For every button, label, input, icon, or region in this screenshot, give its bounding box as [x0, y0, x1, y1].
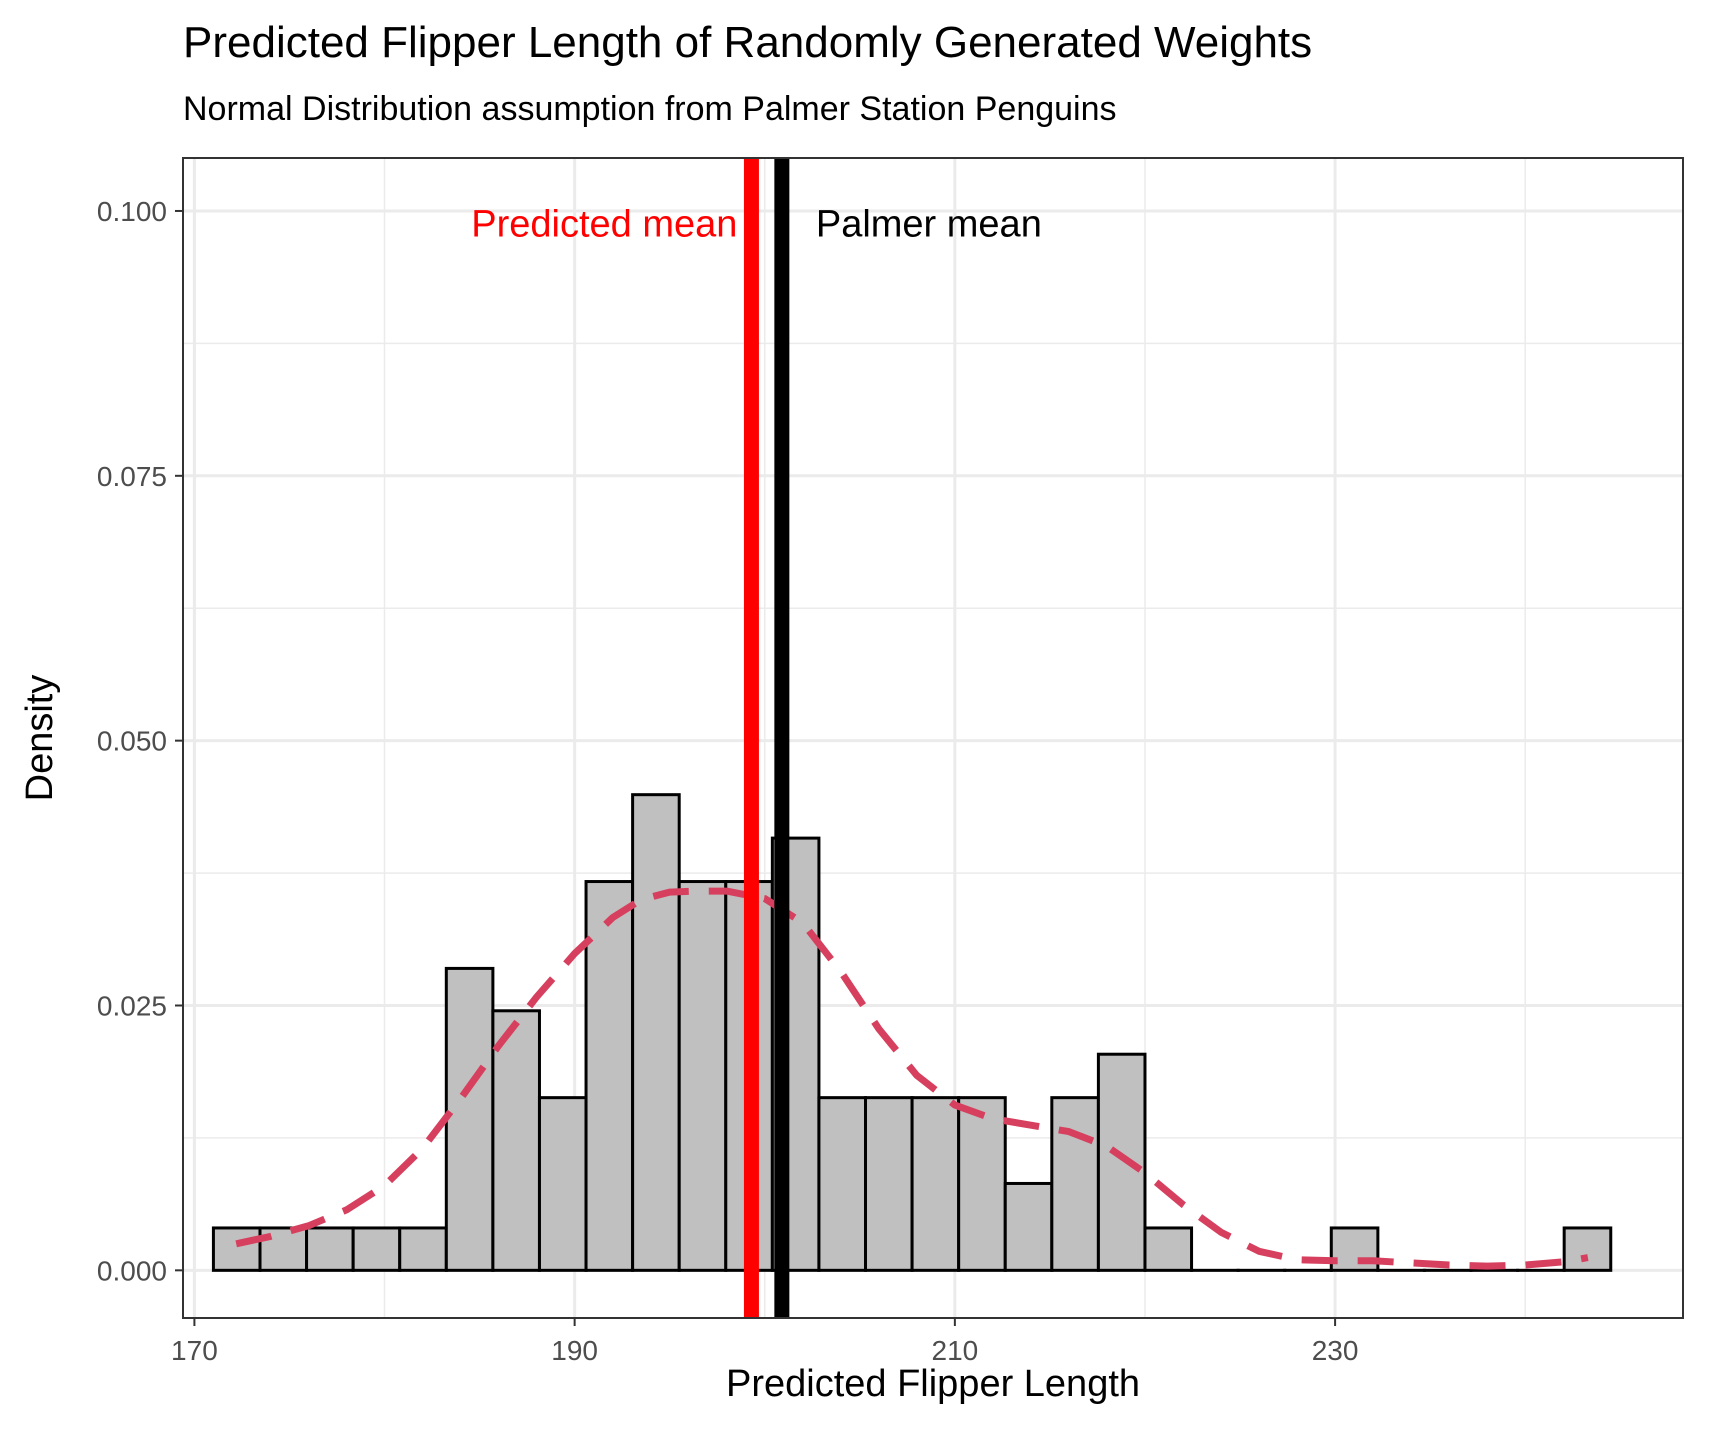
- histogram-bar-9: [631, 793, 681, 1272]
- histogram-bar-4: [398, 1226, 448, 1272]
- x-tick-label: 190: [551, 1335, 598, 1366]
- x-axis-label: Predicted Flipper Length: [726, 1363, 1140, 1405]
- x-tick-label: 210: [932, 1335, 979, 1366]
- panel-border: [182, 157, 1684, 1319]
- chart-title: Predicted Flipper Length of Randomly Gen…: [183, 18, 1313, 67]
- histogram-bar-5: [444, 966, 495, 1272]
- y-tick-label: 0.000: [97, 1255, 167, 1286]
- histogram-bar-19: [1096, 1052, 1147, 1272]
- histogram-bar-15: [910, 1096, 961, 1272]
- histogram-bar-3: [351, 1226, 402, 1272]
- histogram-bar-16: [957, 1096, 1007, 1272]
- y-tick-label: 0.025: [97, 990, 167, 1021]
- histogram-bar-0: [211, 1226, 262, 1272]
- histogram-bar-7: [537, 1096, 588, 1272]
- histogram-bar-10: [677, 880, 728, 1272]
- x-tick-label: 230: [1312, 1335, 1359, 1366]
- x-tick-label: 170: [171, 1335, 218, 1366]
- y-axis-label: Density: [19, 675, 61, 802]
- histogram-bar-13: [817, 1096, 868, 1272]
- histogram-bar-18: [1050, 1096, 1100, 1272]
- histogram-bar-6: [491, 1009, 541, 1272]
- y-tick-label: 0.075: [97, 461, 167, 492]
- predicted-mean-label: Predicted mean: [471, 204, 737, 246]
- histogram-bar-8: [584, 880, 635, 1272]
- y-tick-label: 0.050: [97, 726, 167, 757]
- histogram-bar-2: [305, 1226, 355, 1272]
- histogram-bar-29: [1562, 1226, 1613, 1272]
- chart-subtitle: Normal Distribution assumption from Palm…: [183, 90, 1117, 128]
- histogram-bar-20: [1143, 1226, 1194, 1272]
- histogram-bar-24: [1329, 1226, 1380, 1272]
- density-curve: [235, 887, 1589, 1270]
- y-tick-label: 0.100: [97, 196, 167, 227]
- histogram-bar-17: [1003, 1181, 1054, 1272]
- histogram-bar-14: [864, 1096, 914, 1272]
- palmer-mean-label: Palmer mean: [816, 204, 1042, 246]
